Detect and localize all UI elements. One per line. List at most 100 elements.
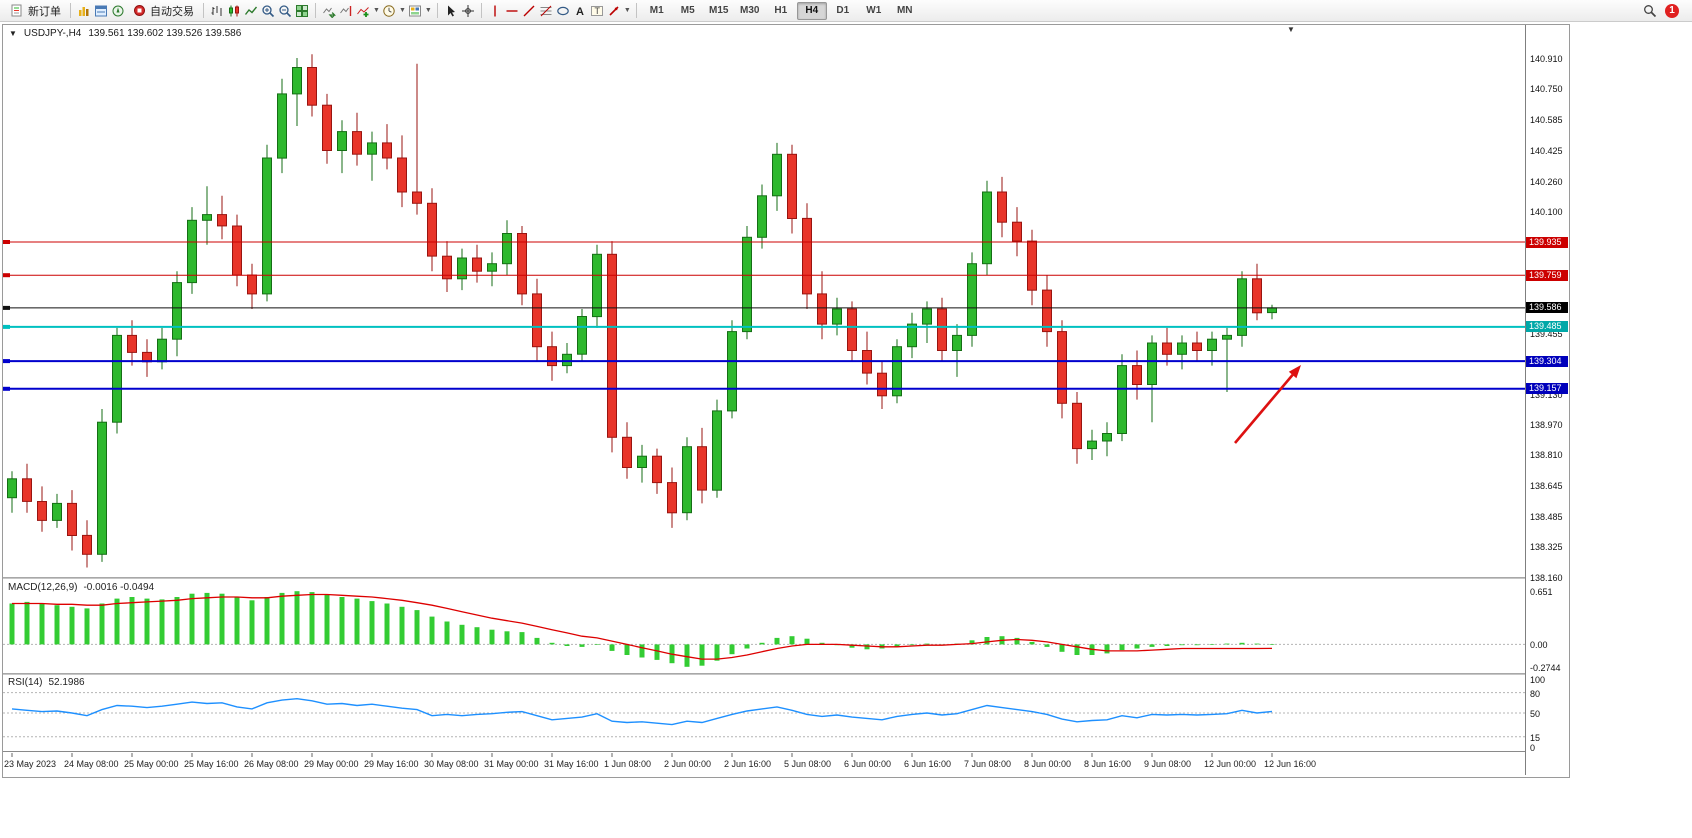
navigator-icon[interactable] [110, 3, 126, 19]
time-label: 29 May 00:00 [304, 759, 359, 769]
price-axis-label: 140.750 [1530, 84, 1563, 95]
market-watch-icon[interactable] [76, 3, 92, 19]
candle [352, 112, 362, 166]
autotrade-button[interactable]: 自动交易 [127, 2, 198, 20]
timeframe-button-m5[interactable]: M5 [680, 5, 695, 16]
templates-icon[interactable] [407, 3, 423, 19]
candle [727, 320, 737, 419]
candlestick-chart[interactable] [3, 25, 1525, 577]
crosshair-icon[interactable] [460, 3, 476, 19]
candle [67, 490, 77, 551]
periods-caret-icon[interactable]: ▼ [398, 7, 406, 14]
timeframe-button-mn[interactable]: MN [896, 5, 913, 16]
trendline-icon[interactable] [521, 3, 537, 19]
autotrade-icon [131, 3, 147, 19]
pane-separator[interactable] [3, 577, 1567, 579]
chart-title: ▼ USDJPY-,H4 139.561 139.602 139.526 139… [9, 28, 241, 39]
cursor-icon[interactable] [443, 3, 459, 19]
timeframe-button-w1[interactable]: W1 [866, 5, 882, 16]
separator [635, 3, 637, 18]
one-click-trading-toggle[interactable]: ▼ [9, 29, 17, 38]
timeframe-button-m1[interactable]: M1 [649, 5, 664, 16]
candle [742, 226, 752, 340]
indicators-caret-icon[interactable]: ▼ [373, 7, 380, 14]
notification-badge[interactable]: 1 [1665, 3, 1679, 18]
horizontal-line[interactable] [3, 240, 1525, 244]
rsi-axis-label: 100 [1530, 675, 1546, 685]
candle [487, 252, 497, 287]
candle [682, 437, 692, 521]
time-label: 6 Jun 00:00 [844, 759, 891, 769]
auto-scroll-icon[interactable] [321, 3, 337, 19]
time-label: 26 May 08:00 [244, 759, 299, 769]
periods-icon[interactable] [381, 3, 397, 19]
scroll-to-end-icon[interactable]: ▼ [1287, 25, 1295, 34]
candle [802, 203, 812, 309]
horizontal-line[interactable] [3, 305, 1525, 310]
trend-arrow[interactable] [1234, 365, 1301, 444]
price-axis-label: 140.260 [1530, 176, 1563, 187]
timeframe-button-m30[interactable]: M30 [740, 5, 760, 16]
horizontal-line-icon[interactable] [504, 3, 520, 19]
indicators-icon[interactable] [355, 3, 371, 19]
candle [1207, 331, 1217, 366]
time-axis[interactable]: 23 May 2023 24 May 08:00 25 May 00:00 25 Ma… [3, 753, 1525, 775]
candle [1027, 229, 1037, 306]
candlestick-icon[interactable] [226, 3, 242, 19]
price-badge: 139.586 [1526, 302, 1568, 314]
new-order-button[interactable]: 新订单 [5, 2, 65, 20]
zoom-in-icon[interactable] [260, 3, 276, 19]
candle [1102, 422, 1112, 457]
candle [577, 309, 587, 362]
timeframe-button-h4[interactable]: H4 [796, 1, 827, 20]
shapes-icon[interactable] [555, 3, 571, 19]
separator [480, 3, 482, 18]
candle [442, 241, 452, 292]
time-label: 23 May 2023 [4, 759, 56, 769]
search-icon[interactable] [1642, 3, 1658, 19]
horizontal-line[interactable] [3, 359, 1525, 364]
candle [517, 226, 527, 306]
candle [967, 252, 977, 347]
price-axis-label: 138.325 [1530, 541, 1563, 552]
data-window-icon[interactable] [93, 3, 109, 19]
fibonacci-icon[interactable] [538, 3, 554, 19]
pane-separator[interactable] [3, 673, 1567, 675]
timeframe-button-d1[interactable]: D1 [836, 5, 850, 16]
bar-chart-icon[interactable] [209, 3, 225, 19]
new-order-label: 新订单 [28, 5, 61, 18]
timeframe-button-h1[interactable]: H1 [774, 5, 788, 16]
time-label: 2 Jun 00:00 [664, 759, 711, 769]
zoom-out-icon[interactable] [277, 3, 293, 19]
tile-windows-icon[interactable] [294, 3, 310, 19]
rsi-axis-label: 50 [1530, 709, 1541, 719]
timeframe-button-m15[interactable]: M15 [709, 5, 729, 16]
candle [427, 188, 437, 272]
price-badge: 139.304 [1526, 355, 1568, 367]
line-chart-icon[interactable] [243, 3, 259, 19]
chart-shift-icon[interactable] [338, 3, 354, 19]
horizontal-line[interactable] [3, 273, 1525, 278]
candle [1132, 350, 1142, 400]
main-toolbar: 新订单 自动交易 ▼ ▼ [0, 0, 1692, 22]
vertical-line-icon[interactable] [487, 3, 503, 19]
chart-window: ▼ USDJPY-,H4 139.561 139.602 139.526 139… [2, 24, 1570, 778]
price-axis-label: 138.970 [1530, 420, 1563, 431]
horizontal-line[interactable] [3, 386, 1525, 391]
rsi-pane[interactable] [3, 675, 1525, 751]
rsi-axis-label: 0 [1530, 743, 1536, 753]
price-axis[interactable]: 140.910 140.750 140.585 140.425 140.260 140.1… [1525, 25, 1568, 775]
candle [97, 409, 107, 562]
candle [1177, 335, 1187, 370]
macd-pane[interactable] [3, 579, 1525, 673]
candle [457, 248, 467, 291]
candle [367, 131, 377, 181]
horizontal-line[interactable] [3, 324, 1525, 329]
text-icon[interactable]: A [572, 3, 588, 19]
arrows-caret-icon[interactable]: ▼ [623, 7, 631, 14]
macd-axis-label: -0.2744 [1530, 662, 1561, 673]
text-label-icon[interactable]: T [589, 3, 605, 19]
templates-caret-icon[interactable]: ▼ [424, 7, 432, 14]
arrows-tool-icon[interactable] [606, 3, 622, 19]
candle [337, 120, 347, 174]
